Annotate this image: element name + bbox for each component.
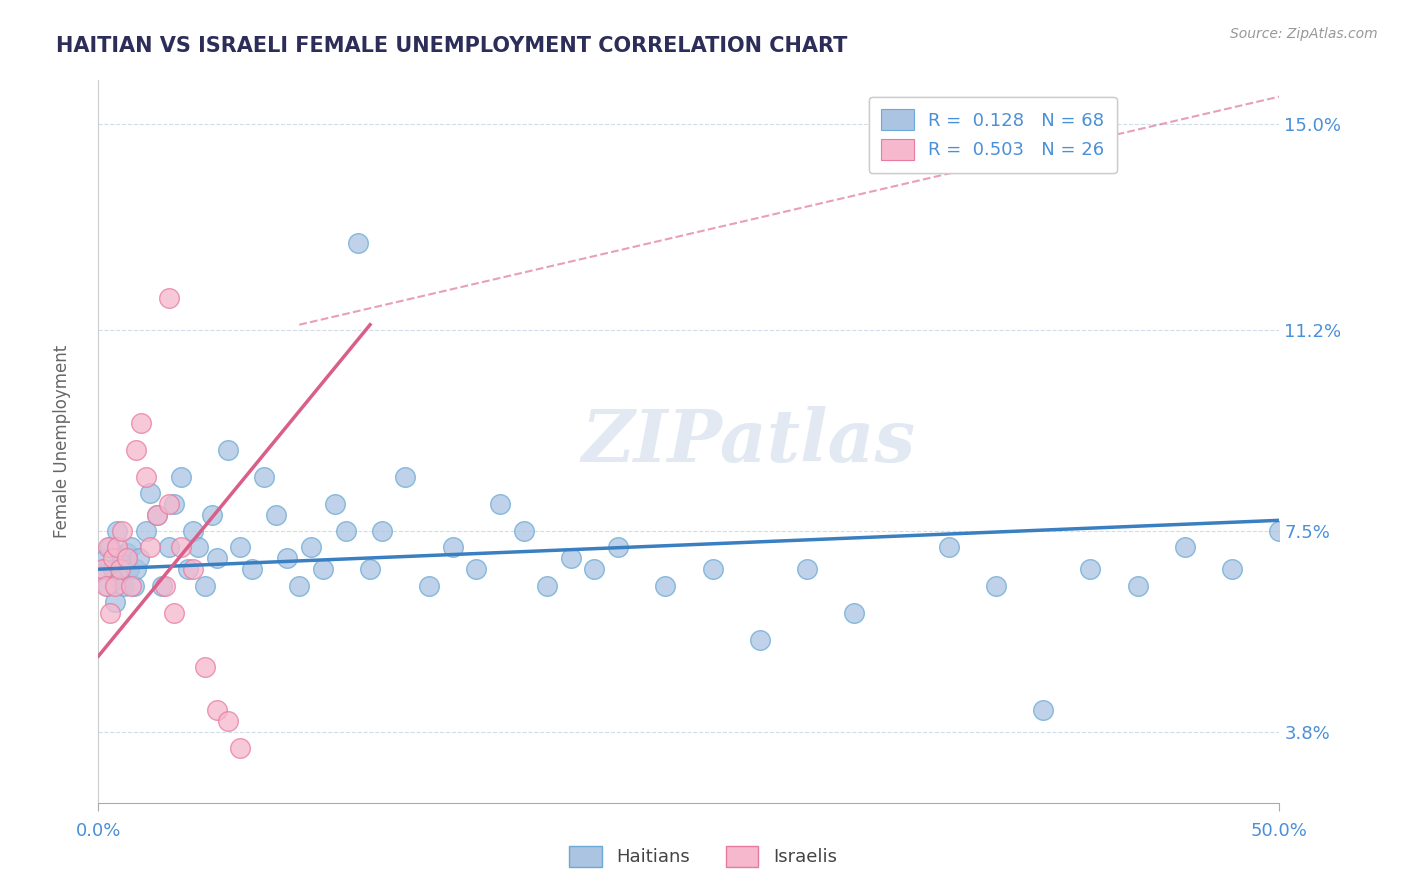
Point: [217, 714, 239, 729]
Point: [194, 660, 217, 674]
Point: [607, 541, 630, 555]
Point: [111, 524, 134, 538]
Point: [105, 524, 128, 538]
Point: [105, 541, 128, 555]
Point: [1032, 703, 1054, 717]
Point: [560, 551, 582, 566]
Point: [163, 497, 186, 511]
Point: [121, 578, 143, 592]
Point: [323, 497, 346, 511]
Point: [194, 578, 217, 592]
Point: [104, 595, 127, 609]
Point: [112, 578, 135, 592]
Point: [181, 562, 204, 576]
Point: [129, 416, 152, 430]
Point: [187, 541, 209, 555]
Point: [938, 541, 960, 555]
Point: [146, 508, 169, 522]
Point: [702, 562, 724, 576]
Point: [253, 470, 276, 484]
Point: [157, 541, 180, 555]
Point: [94, 551, 117, 566]
Point: [153, 578, 176, 592]
Point: [170, 541, 193, 555]
Point: [157, 291, 180, 305]
Point: [844, 606, 866, 620]
Point: [97, 578, 120, 592]
Point: [135, 470, 157, 484]
Point: [98, 541, 121, 555]
Point: [1080, 562, 1102, 576]
Point: [98, 606, 121, 620]
Point: [201, 508, 224, 522]
Point: [163, 606, 186, 620]
Point: [91, 562, 114, 576]
Point: [418, 578, 440, 592]
Point: [489, 497, 512, 511]
Point: [264, 508, 287, 522]
Point: [111, 551, 134, 566]
Point: [465, 562, 488, 576]
Point: [101, 562, 124, 576]
Point: [94, 578, 117, 592]
Point: [347, 236, 370, 251]
Point: [536, 578, 558, 592]
Point: [150, 578, 173, 592]
Point: [288, 578, 311, 592]
Point: [139, 541, 162, 555]
Point: [135, 524, 157, 538]
Point: [205, 703, 228, 717]
Point: [157, 497, 180, 511]
Point: [748, 632, 770, 647]
Point: [394, 470, 416, 484]
Point: [128, 551, 150, 566]
Y-axis label: Female Unemployment: Female Unemployment: [52, 345, 70, 538]
Point: [125, 442, 148, 457]
Point: [108, 562, 131, 576]
Point: [583, 562, 606, 576]
Point: [115, 546, 138, 560]
Point: [177, 562, 200, 576]
Point: [121, 541, 143, 555]
Point: [122, 578, 145, 592]
Point: [91, 562, 114, 576]
Point: [125, 562, 148, 576]
Legend: Haitians, Israelis: Haitians, Israelis: [562, 838, 844, 874]
Point: [371, 524, 394, 538]
Point: [181, 524, 204, 538]
Point: [229, 541, 252, 555]
Point: [312, 562, 335, 576]
Point: [108, 573, 131, 587]
Point: [1268, 524, 1291, 538]
Point: [205, 551, 228, 566]
Point: [276, 551, 298, 566]
Point: [1126, 578, 1149, 592]
Point: [146, 508, 169, 522]
Point: [335, 524, 357, 538]
Point: [796, 562, 818, 576]
Point: [97, 541, 120, 555]
Point: [1220, 562, 1243, 576]
Point: [654, 578, 676, 592]
Text: ZIPatlas: ZIPatlas: [581, 406, 915, 477]
Point: [170, 470, 193, 484]
Point: [101, 551, 124, 566]
Point: [512, 524, 534, 538]
Text: Source: ZipAtlas.com: Source: ZipAtlas.com: [1230, 27, 1378, 41]
Point: [115, 551, 138, 566]
Point: [139, 486, 162, 500]
Point: [104, 578, 127, 592]
Legend: R =  0.128   N = 68, R =  0.503   N = 26: R = 0.128 N = 68, R = 0.503 N = 26: [869, 96, 1116, 172]
Point: [217, 442, 239, 457]
Point: [229, 741, 252, 756]
Point: [118, 562, 141, 576]
Point: [441, 541, 464, 555]
Point: [359, 562, 381, 576]
Point: [299, 541, 322, 555]
Point: [1174, 541, 1197, 555]
Point: [984, 578, 1007, 592]
Point: [240, 562, 263, 576]
Text: HAITIAN VS ISRAELI FEMALE UNEMPLOYMENT CORRELATION CHART: HAITIAN VS ISRAELI FEMALE UNEMPLOYMENT C…: [56, 36, 848, 55]
